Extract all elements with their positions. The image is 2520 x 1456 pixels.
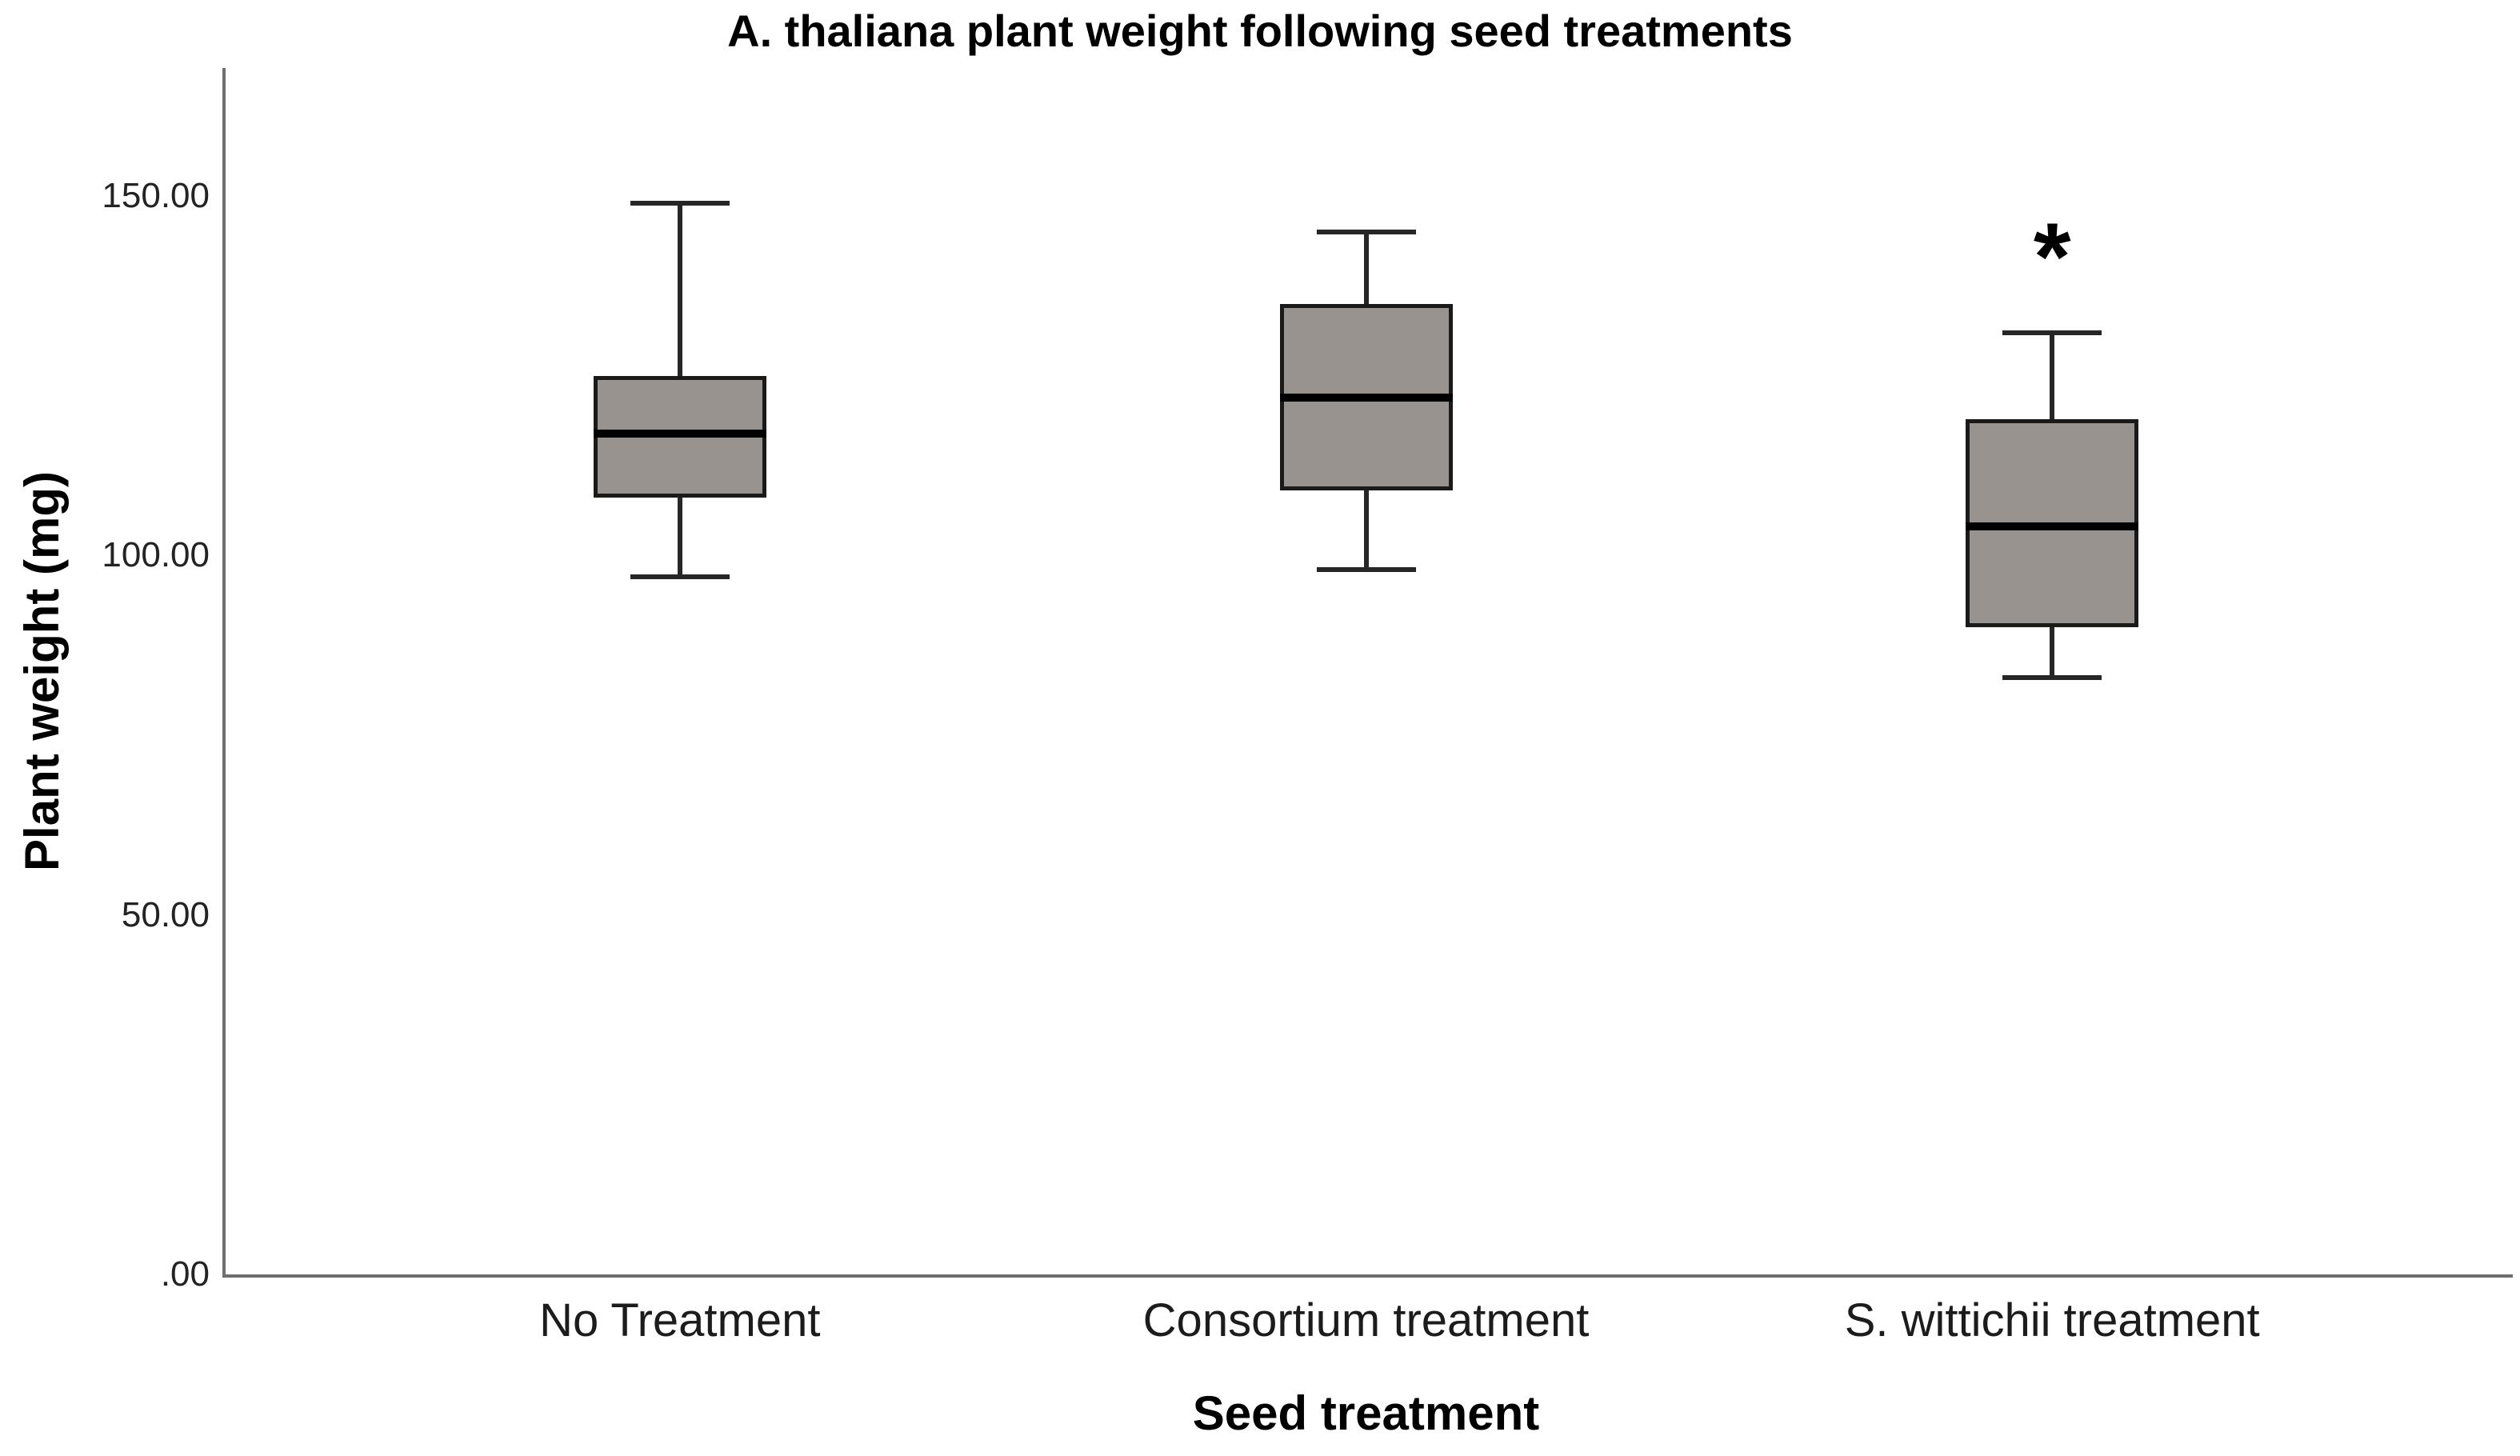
- x-category-label: S. wittichii treatment: [1844, 1294, 2260, 1346]
- x-axis-title: Seed treatment: [1192, 1386, 1540, 1440]
- x-category-label: Consortium treatment: [1142, 1294, 1590, 1346]
- median-line: [593, 429, 766, 438]
- plot-area: [222, 68, 2513, 1278]
- median-line: [1966, 522, 2139, 531]
- whisker-cap: [2002, 675, 2102, 681]
- y-tick-label: 100.00: [102, 535, 210, 575]
- median-line: [1279, 393, 1453, 402]
- y-axis-title-text: Plant weight (mg): [15, 471, 69, 871]
- chart-title: A. thaliana plant weight following seed …: [727, 6, 1793, 56]
- significance-asterisk: *: [2033, 202, 2071, 310]
- y-tick-label: .00: [160, 1254, 210, 1294]
- y-tick-label: 50.00: [121, 894, 210, 934]
- x-category-label: No Treatment: [539, 1294, 821, 1346]
- y-tick-label: 150.00: [102, 176, 210, 215]
- whisker-cap: [630, 200, 730, 206]
- whisker-cap: [1316, 229, 1416, 234]
- whisker-cap: [1316, 567, 1416, 573]
- whisker-cap: [2002, 330, 2102, 335]
- whisker-cap: [630, 574, 730, 580]
